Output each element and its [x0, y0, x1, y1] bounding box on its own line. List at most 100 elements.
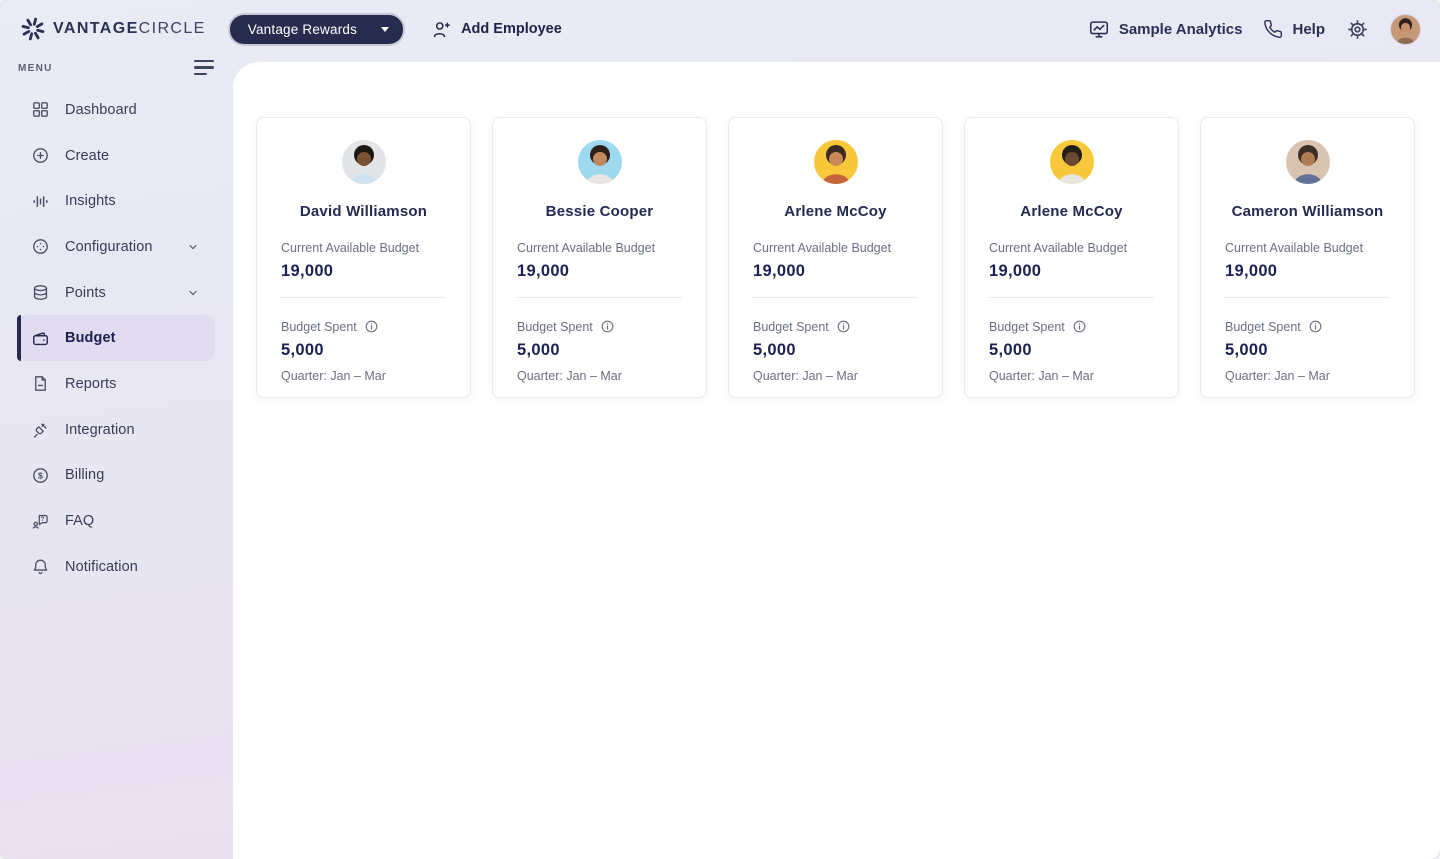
- help-button[interactable]: Help: [1263, 19, 1325, 39]
- dollar-icon: $: [30, 466, 50, 485]
- employee-name: Arlene McCoy: [1020, 203, 1123, 220]
- budget-spent-label: Budget Spent: [989, 319, 1154, 334]
- available-budget-label: Current Available Budget: [517, 241, 656, 255]
- help-label: Help: [1292, 20, 1325, 38]
- svg-text:?: ?: [40, 517, 44, 523]
- budget-spent-value: 5,000: [753, 341, 796, 359]
- header-right-group: Sample Analytics Help: [1088, 13, 1421, 45]
- dial-icon: [30, 237, 50, 256]
- employee-avatar: [577, 140, 622, 184]
- employee-avatar: [1285, 140, 1330, 184]
- sidebar-item-notification[interactable]: Notification: [0, 544, 233, 590]
- plus-circle-icon: [30, 146, 50, 165]
- quarter-label: Quarter: Jan – Mar: [281, 369, 386, 383]
- budget-spent-value: 5,000: [517, 341, 560, 359]
- sidebar-item-insights[interactable]: Insights: [0, 178, 233, 224]
- sidebar-item-integration[interactable]: Integration: [0, 407, 233, 453]
- quarter-label: Quarter: Jan – Mar: [517, 369, 622, 383]
- brand-logo: VANTAGE CIRCLE: [20, 16, 206, 42]
- sidebar-item-label: FAQ: [65, 513, 95, 530]
- info-icon[interactable]: [1072, 319, 1087, 334]
- budget-spent-value: 5,000: [1225, 341, 1268, 359]
- product-switcher-label: Vantage Rewards: [247, 21, 358, 37]
- card-divider: [517, 297, 682, 298]
- person-plus-icon: [431, 19, 452, 40]
- budget-spent-label: Budget Spent: [281, 319, 446, 334]
- equalizer-icon: [30, 192, 50, 211]
- add-employee-label: Add Employee: [461, 21, 562, 37]
- employee-avatar: [341, 140, 386, 184]
- chevron-down-icon: [187, 241, 199, 253]
- brand-word-vantage: VANTAGE: [53, 20, 139, 37]
- sidebar-item-points[interactable]: Points: [0, 270, 233, 316]
- card-divider: [989, 297, 1154, 298]
- budget-spent-label: Budget Spent: [753, 319, 918, 334]
- user-avatar[interactable]: [1390, 13, 1421, 45]
- add-employee-button[interactable]: Add Employee: [431, 19, 562, 40]
- brand-wordmark: VANTAGE CIRCLE: [53, 20, 206, 38]
- budget-spent-label: Budget Spent: [1225, 319, 1390, 334]
- employee-budget-card: Bessie Cooper Current Available Budget 1…: [492, 117, 707, 398]
- sidebar-nav: Dashboard Create Insig: [0, 87, 233, 590]
- employee-avatar: [1049, 140, 1094, 184]
- sidebar-item-label: Billing: [65, 467, 105, 484]
- employee-budget-card: David Williamson Current Available Budge…: [256, 117, 471, 398]
- info-icon[interactable]: [600, 319, 615, 334]
- sidebar-item-budget[interactable]: Budget: [17, 315, 215, 362]
- sidebar-item-billing[interactable]: $ Billing: [0, 453, 233, 499]
- sidebar-item-reports[interactable]: Reports: [0, 361, 233, 407]
- document-icon: [30, 374, 50, 393]
- sidebar-item-label: Points: [65, 284, 106, 301]
- available-budget-value: 19,000: [1225, 262, 1278, 280]
- budget-spent-value: 5,000: [281, 341, 324, 359]
- sidebar-item-create[interactable]: Create: [0, 133, 233, 179]
- sidebar-item-dashboard[interactable]: Dashboard: [0, 87, 233, 133]
- available-budget-value: 19,000: [281, 262, 334, 280]
- available-budget-value: 19,000: [517, 262, 570, 280]
- sidebar-item-label: Budget: [65, 330, 116, 347]
- bell-icon: [30, 557, 50, 576]
- budget-spent-label: Budget Spent: [517, 319, 682, 334]
- card-divider: [1225, 297, 1390, 298]
- faq-icon: ?: [30, 512, 50, 531]
- sidebar: MENU Dashboard Create: [0, 58, 233, 859]
- card-divider: [281, 297, 446, 298]
- info-icon[interactable]: [1308, 319, 1323, 334]
- sample-analytics-button[interactable]: Sample Analytics: [1088, 18, 1243, 40]
- employee-name: Cameron Williamson: [1231, 203, 1384, 220]
- gear-icon[interactable]: [1346, 18, 1369, 41]
- top-header: VANTAGE CIRCLE Vantage Rewards Add Emplo…: [0, 0, 1440, 58]
- sidebar-item-label: Integration: [65, 421, 135, 438]
- info-icon[interactable]: [364, 319, 379, 334]
- wallet-icon: [30, 329, 50, 348]
- employee-budget-card: Arlene McCoy Current Available Budget 19…: [728, 117, 943, 398]
- available-budget-label: Current Available Budget: [1225, 241, 1364, 255]
- employee-name: David Williamson: [299, 203, 428, 220]
- sidebar-item-label: Notification: [65, 558, 138, 575]
- available-budget-label: Current Available Budget: [281, 241, 420, 255]
- sidebar-collapse-icon[interactable]: [194, 60, 214, 79]
- available-budget-value: 19,000: [989, 262, 1042, 280]
- starburst-logo-icon: [20, 16, 46, 42]
- sample-analytics-label: Sample Analytics: [1118, 20, 1243, 38]
- sidebar-item-label: Reports: [65, 375, 117, 392]
- budget-spent-value: 5,000: [989, 341, 1032, 359]
- employee-name: Arlene McCoy: [784, 203, 887, 220]
- available-budget-value: 19,000: [753, 262, 806, 280]
- product-switcher[interactable]: Vantage Rewards: [227, 12, 406, 46]
- grid-icon: [30, 100, 50, 119]
- menu-section-label: MENU: [18, 63, 53, 74]
- card-divider: [753, 297, 918, 298]
- employee-avatar: [813, 140, 858, 184]
- main-content-panel: David Williamson Current Available Budge…: [233, 62, 1440, 859]
- sidebar-item-faq[interactable]: ? FAQ: [0, 498, 233, 544]
- available-budget-label: Current Available Budget: [753, 241, 892, 255]
- available-budget-label: Current Available Budget: [989, 241, 1128, 255]
- caret-down-icon: [381, 26, 390, 32]
- sidebar-item-configuration[interactable]: Configuration: [0, 224, 233, 270]
- chevron-down-icon: [187, 287, 199, 299]
- sidebar-item-label: Create: [65, 147, 110, 164]
- sidebar-item-label: Configuration: [65, 238, 153, 255]
- info-icon[interactable]: [836, 319, 851, 334]
